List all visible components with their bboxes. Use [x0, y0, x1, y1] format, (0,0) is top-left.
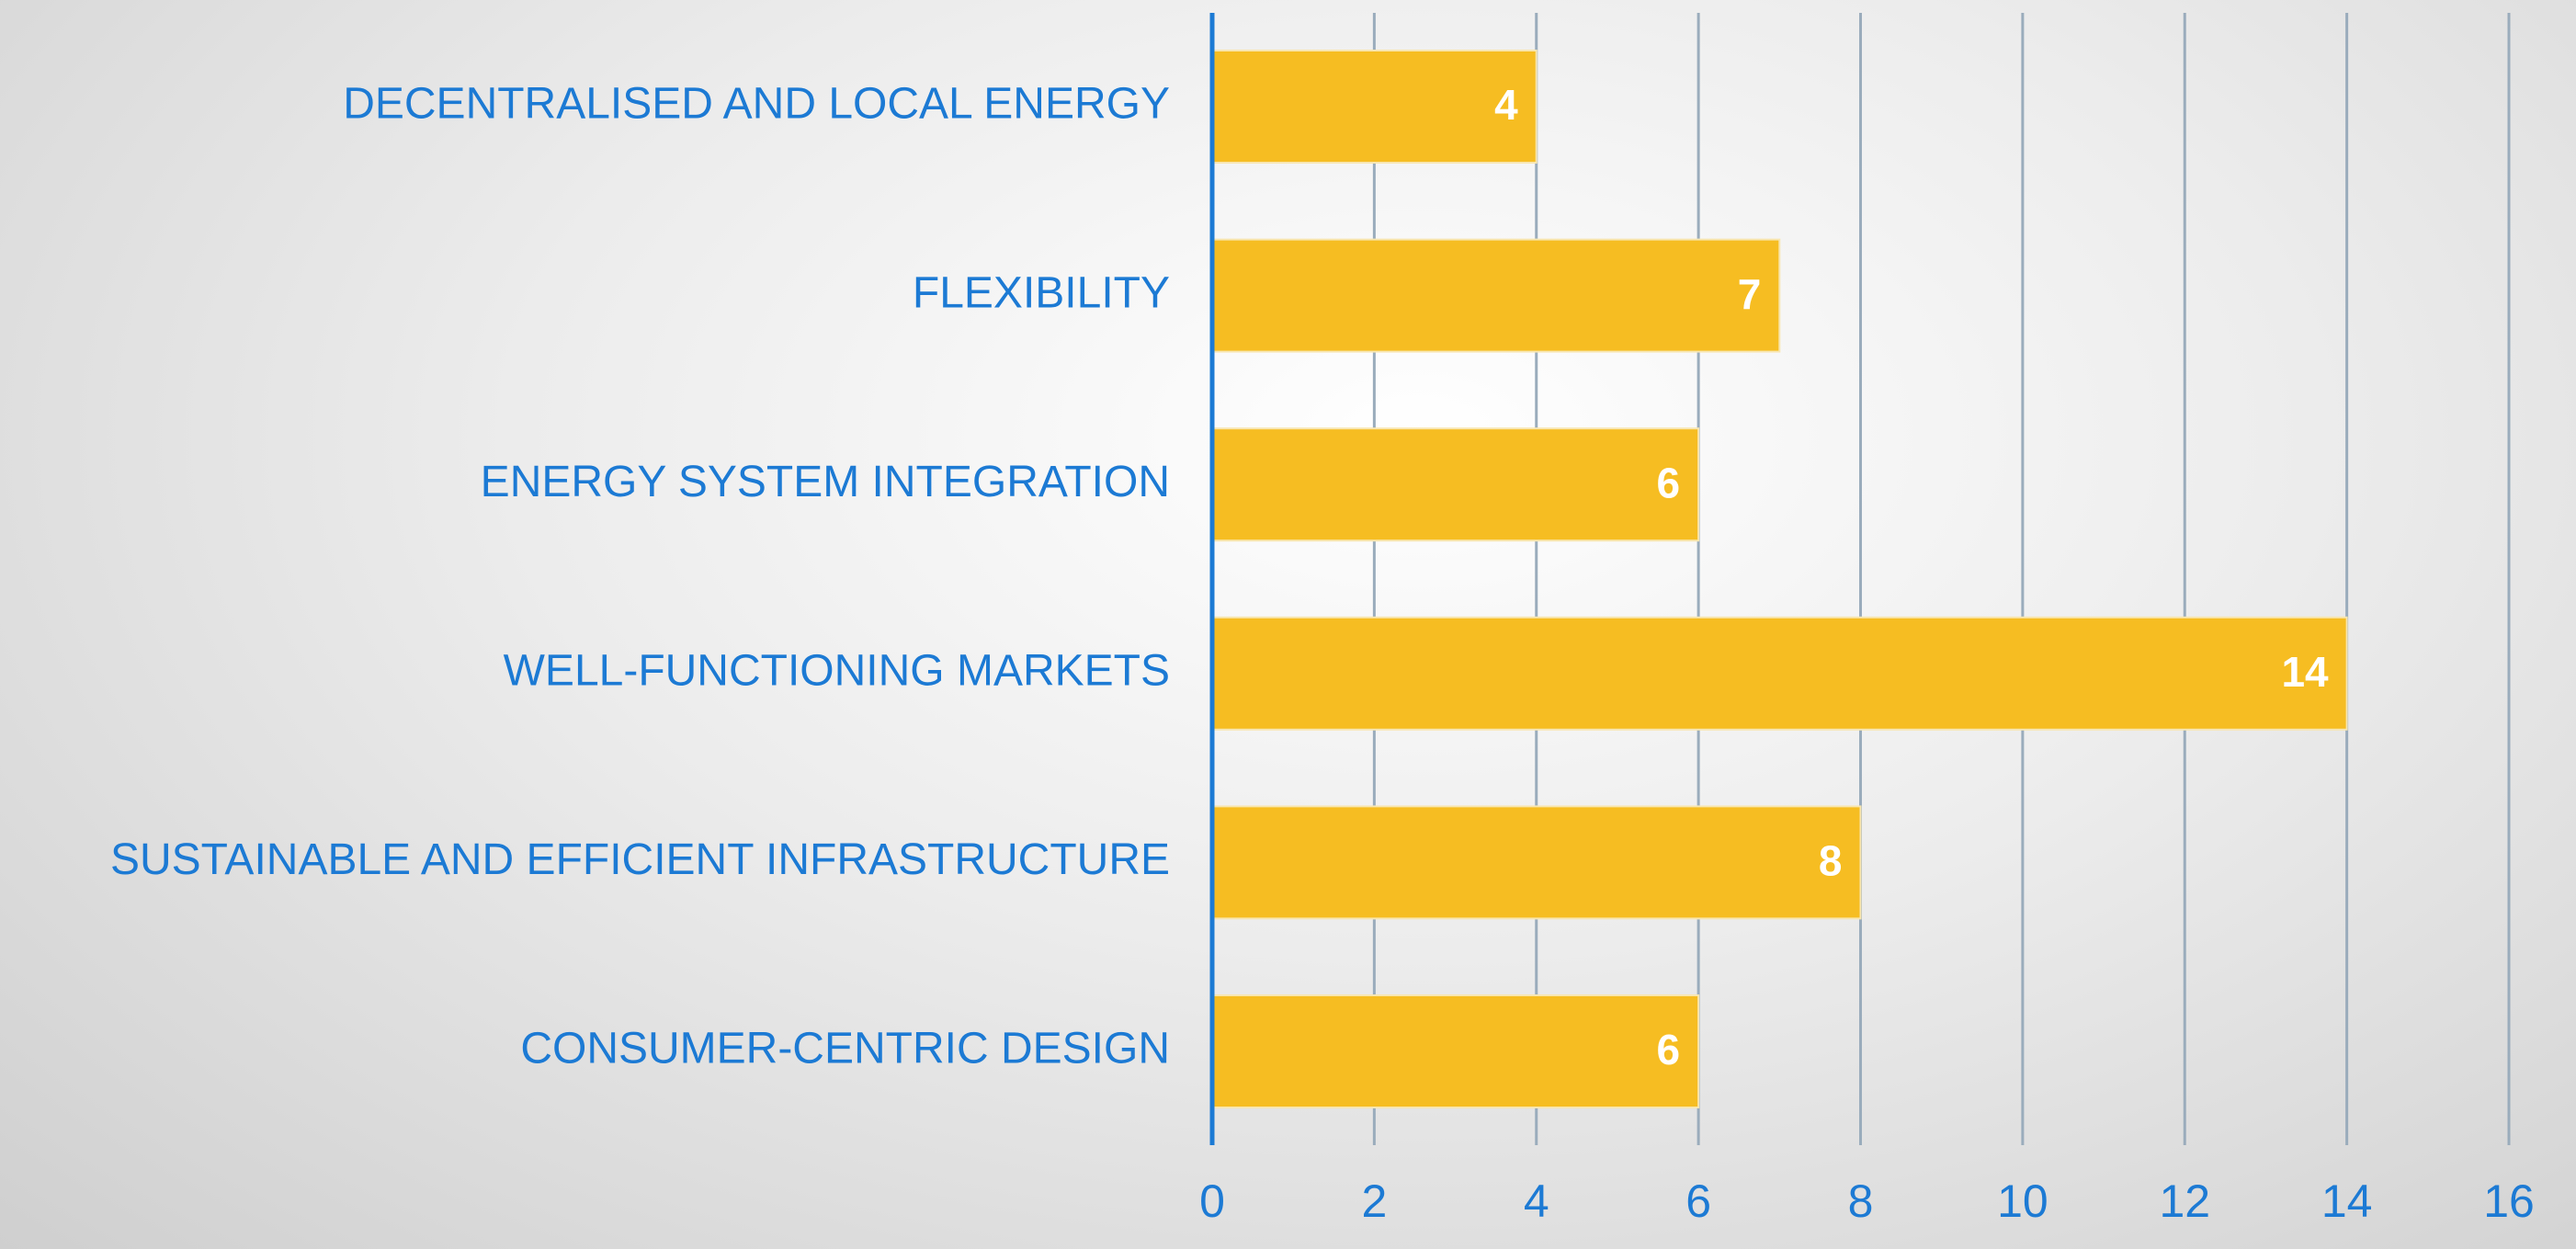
x-tick-label: 12 [2159, 1175, 2210, 1227]
bar [1211, 238, 1781, 353]
bar [1211, 616, 2348, 731]
bar [1211, 805, 1862, 920]
category-label: ENERGY SYSTEM INTEGRATION [481, 458, 1170, 506]
x-tick-label: 2 [1361, 1175, 1387, 1227]
x-tick-label: 6 [1685, 1175, 1711, 1227]
bar [1211, 994, 1700, 1108]
value-label: 6 [1657, 1026, 1681, 1073]
bar [1211, 427, 1700, 542]
value-label: 14 [2281, 648, 2329, 696]
value-label: 4 [1494, 81, 1518, 129]
category-label: FLEXIBILITY [913, 268, 1170, 317]
x-tick-label: 8 [1848, 1175, 1874, 1227]
x-tick-label: 0 [1199, 1175, 1225, 1227]
x-tick-label: 14 [2321, 1175, 2373, 1227]
x-tick-label: 10 [1997, 1175, 2048, 1227]
category-label: CONSUMER-CENTRIC DESIGN [520, 1025, 1170, 1073]
bar [1211, 50, 1538, 164]
category-label: SUSTAINABLE AND EFFICIENT INFRASTRUCTURE [110, 835, 1170, 884]
category-label: DECENTRALISED AND LOCAL ENERGY [343, 80, 1170, 129]
x-tick-label: 4 [1524, 1175, 1549, 1227]
category-label: WELL-FUNCTIONING MARKETS [504, 646, 1170, 695]
x-tick-label: 16 [2483, 1175, 2535, 1227]
value-label: 7 [1738, 270, 1762, 318]
value-label: 8 [1819, 837, 1843, 885]
value-label: 6 [1657, 459, 1681, 506]
